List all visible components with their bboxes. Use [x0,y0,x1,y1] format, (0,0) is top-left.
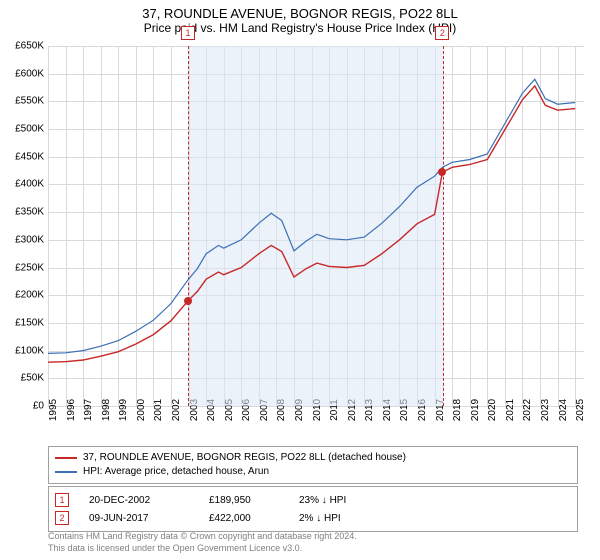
plot-area: £0£50K£100K£150K£200K£250K£300K£350K£400… [48,46,584,406]
y-tick-label: £250K [4,262,44,273]
y-tick-label: £200K [4,290,44,301]
y-tick-label: £0 [4,401,44,412]
y-tick-label: £600K [4,68,44,79]
sale-row-marker: 1 [55,493,69,507]
legend-swatch [55,457,77,459]
sale-marker-dot [184,297,192,305]
legend-item: 37, ROUNDLE AVENUE, BOGNOR REGIS, PO22 8… [55,451,571,465]
legend-label: 37, ROUNDLE AVENUE, BOGNOR REGIS, PO22 8… [83,451,406,465]
sale-diff: 2% ↓ HPI [299,513,379,524]
y-tick-label: £550K [4,96,44,107]
chart-title: 37, ROUNDLE AVENUE, BOGNOR REGIS, PO22 8… [0,6,600,21]
y-tick-label: £500K [4,124,44,135]
chart-subtitle: Price paid vs. HM Land Registry's House … [0,21,600,35]
y-tick-label: £350K [4,207,44,218]
series-price-paid [48,86,575,362]
legend-item: HPI: Average price, detached house, Arun [55,465,571,479]
legend-box: 37, ROUNDLE AVENUE, BOGNOR REGIS, PO22 8… [48,446,578,484]
y-tick-label: £300K [4,234,44,245]
sale-date: 20-DEC-2002 [89,495,189,506]
y-tick-label: £150K [4,317,44,328]
y-tick-label: £450K [4,151,44,162]
series-hpi [48,79,575,353]
sale-row-marker: 2 [55,511,69,525]
chart-container: 37, ROUNDLE AVENUE, BOGNOR REGIS, PO22 8… [0,0,600,560]
sale-price: £189,950 [209,495,279,506]
legend-label: HPI: Average price, detached house, Arun [83,465,269,479]
legend-swatch [55,471,77,473]
y-tick-label: £50K [4,373,44,384]
footer-box: Contains HM Land Registry data © Crown c… [48,530,578,554]
sale-marker-label: 1 [181,26,195,40]
sale-price: £422,000 [209,513,279,524]
title-block: 37, ROUNDLE AVENUE, BOGNOR REGIS, PO22 8… [0,0,600,35]
sale-marker-label: 2 [435,26,449,40]
y-tick-label: £400K [4,179,44,190]
y-tick-label: £650K [4,41,44,52]
line-chart-svg [48,46,584,406]
y-tick-label: £100K [4,345,44,356]
footer-line-1: Contains HM Land Registry data © Crown c… [48,530,578,542]
sale-row: 1 20-DEC-2002 £189,950 23% ↓ HPI [55,491,571,509]
footer-line-2: This data is licensed under the Open Gov… [48,542,578,554]
sales-box: 1 20-DEC-2002 £189,950 23% ↓ HPI 2 09-JUN-201… [48,486,578,532]
sale-diff: 23% ↓ HPI [299,495,379,506]
sale-date: 09-JUN-2017 [89,513,189,524]
sale-row: 2 09-JUN-2017 £422,000 2% ↓ HPI [55,509,571,527]
sale-marker-dot [438,168,446,176]
